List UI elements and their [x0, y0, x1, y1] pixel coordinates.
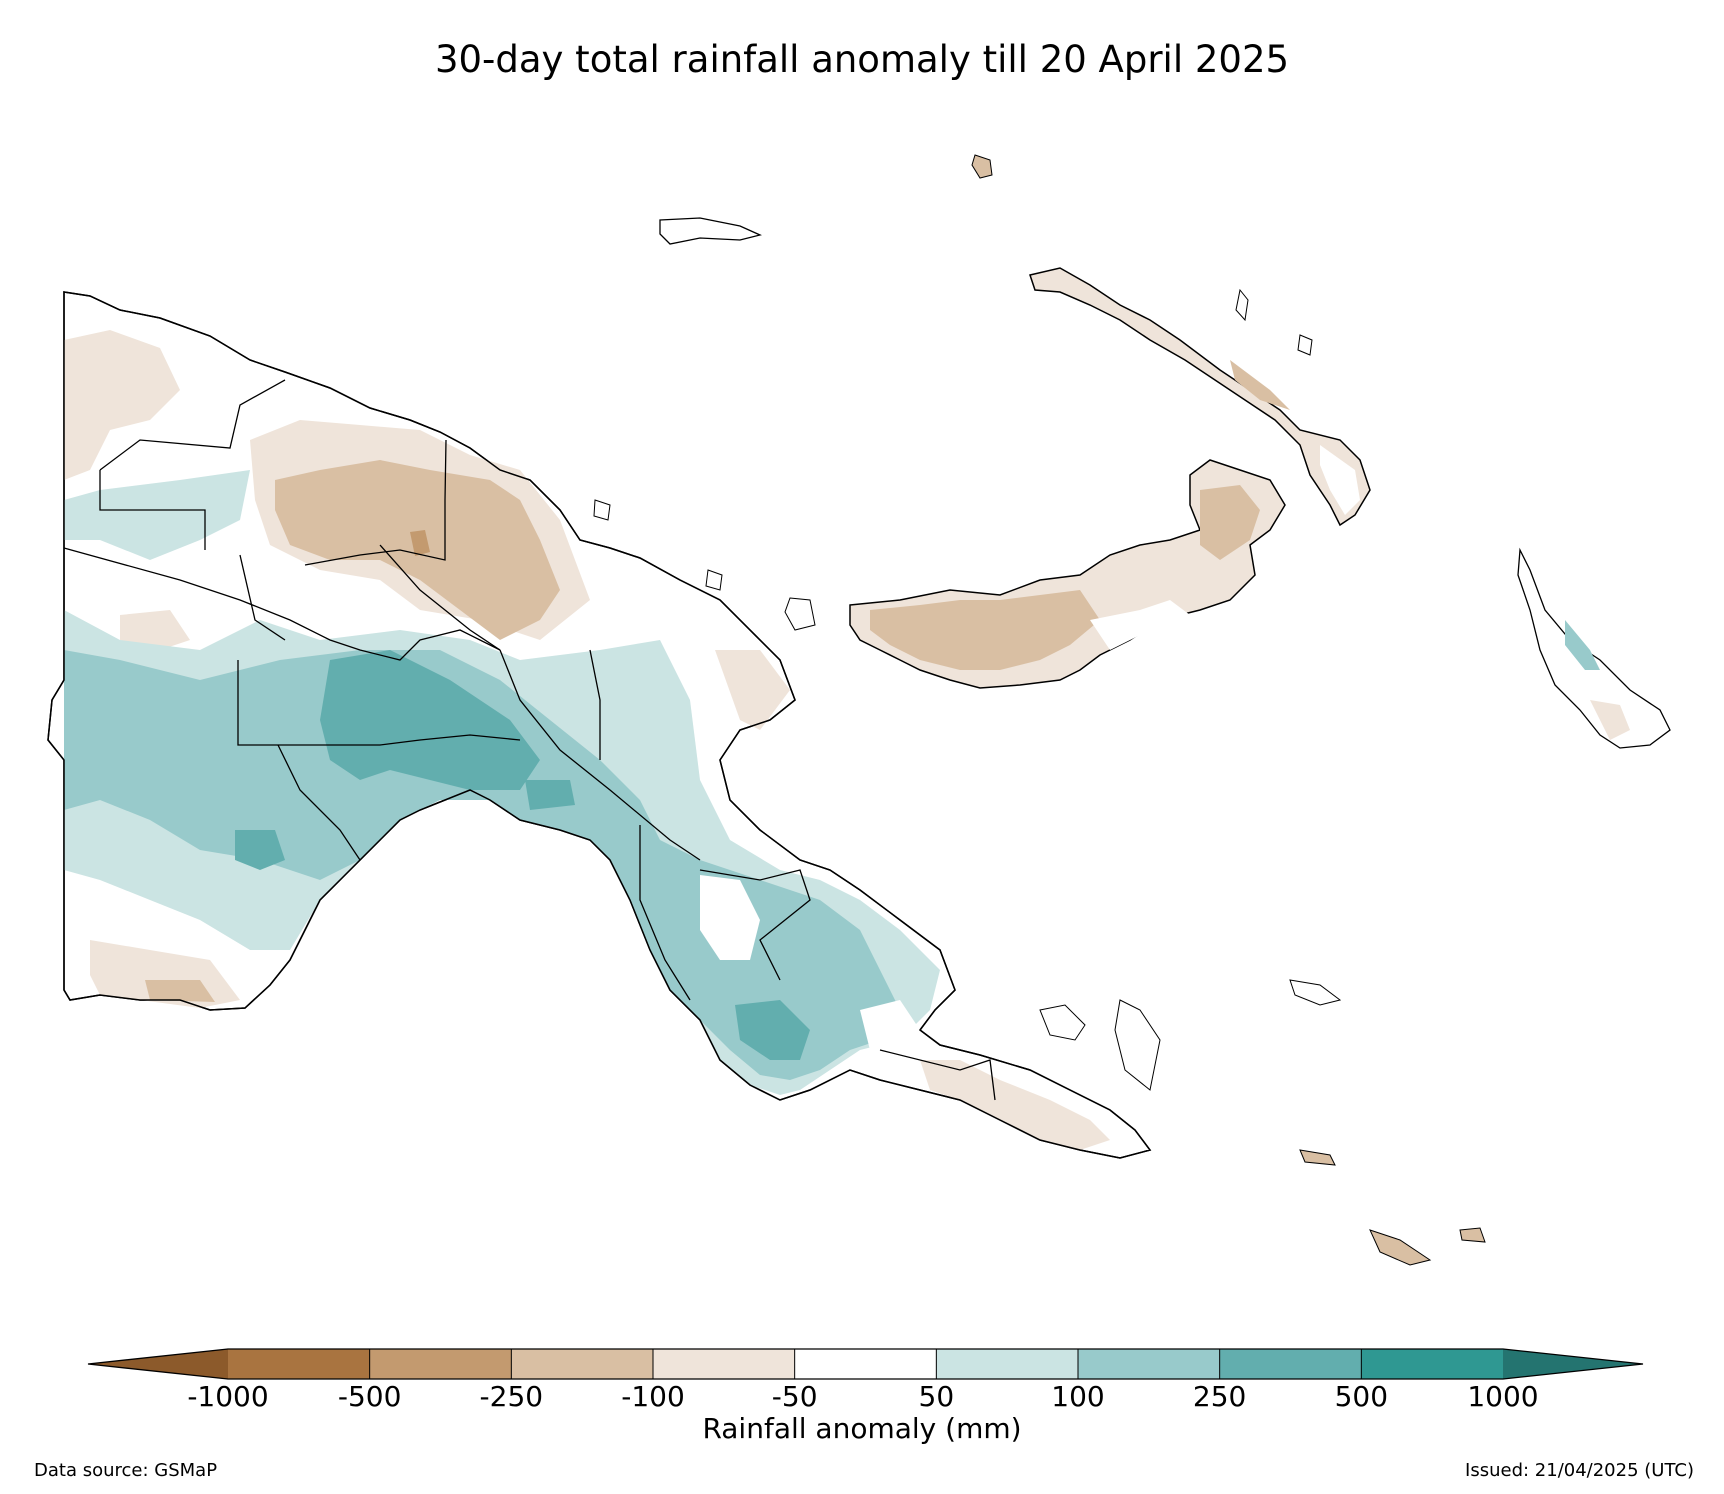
colorbar-tick-label: -100 — [621, 1380, 685, 1413]
small-island — [1039, 1004, 1086, 1041]
small-island — [1369, 1229, 1432, 1266]
small-island — [1235, 288, 1249, 322]
colorbar-bin — [511, 1349, 653, 1379]
small-island — [1114, 999, 1161, 1091]
anomaly-patch — [145, 980, 215, 1002]
anomaly-patch — [735, 1000, 810, 1060]
colorbar-bin — [1219, 1349, 1362, 1379]
manus-island — [659, 217, 762, 245]
anomaly-patch — [120, 610, 190, 650]
colorbar-tick-label: -500 — [337, 1380, 402, 1413]
small-island — [593, 499, 611, 521]
data-source-text: Data source: GSMaP — [34, 1460, 218, 1481]
anomaly-patch — [700, 875, 760, 960]
anomaly-patch — [1230, 360, 1290, 410]
anomaly-patch — [64, 470, 250, 560]
province-boundaries — [63, 379, 996, 1101]
small-island — [1297, 334, 1313, 356]
small-island — [1459, 1227, 1486, 1243]
colorbar-tick-label: 100 — [1051, 1380, 1105, 1413]
colorbar-label: Rainfall anomaly (mm) — [702, 1412, 1022, 1445]
map-title: 30-day total rainfall anomaly till 20 Ap… — [434, 38, 1290, 81]
anomaly-patch — [235, 830, 285, 870]
anomaly-patch — [525, 780, 575, 810]
colorbar-outline — [87, 1348, 1644, 1380]
colorbar-bin — [1361, 1349, 1503, 1379]
colorbar-bin — [794, 1349, 937, 1379]
anomaly-patch — [410, 530, 430, 556]
small-island — [971, 154, 993, 179]
colorbar-min-arrow — [88, 1349, 228, 1379]
anomaly-patch — [920, 1060, 1110, 1150]
colorbar-bin — [936, 1349, 1078, 1379]
issued-date-text: Issued: 21/04/2025 (UTC) — [1465, 1460, 1694, 1481]
colorbar-tick-label: 1000 — [1467, 1380, 1539, 1413]
bougainville-island — [1517, 547, 1671, 749]
small-island — [1299, 1149, 1336, 1166]
anomaly-patch — [1200, 485, 1260, 560]
anomaly-patch — [860, 1000, 920, 1050]
anomaly-patch — [870, 590, 1100, 670]
colorbar-max-arrow — [1503, 1349, 1643, 1379]
anomaly-patch — [1320, 445, 1360, 515]
small-island — [1289, 979, 1342, 1006]
anomaly-patch — [64, 650, 900, 1080]
colorbar-tick-label: -50 — [771, 1380, 818, 1413]
colorbar-tick-label: -1000 — [187, 1380, 269, 1413]
anomaly-patch — [1090, 600, 1190, 650]
anomaly-patch — [715, 650, 790, 730]
colorbar — [87, 1348, 1644, 1380]
colorbar-tick-label: 50 — [918, 1380, 955, 1413]
colorbar-bin — [369, 1349, 512, 1379]
colorbar-bin — [653, 1349, 795, 1379]
colorbar-bin — [1078, 1349, 1220, 1379]
colorbar-tick-label: 250 — [1192, 1380, 1247, 1413]
colorbar-tick-label: -250 — [479, 1380, 544, 1413]
anomaly-patch — [320, 650, 540, 790]
small-island — [705, 569, 723, 591]
colorbar-bin — [228, 1349, 370, 1379]
anomaly-patch — [1565, 620, 1600, 670]
colorbar-tick-label: 500 — [1334, 1380, 1389, 1413]
anomaly-patch — [1590, 700, 1630, 740]
small-island — [784, 597, 816, 631]
anomaly-patch — [64, 330, 180, 480]
